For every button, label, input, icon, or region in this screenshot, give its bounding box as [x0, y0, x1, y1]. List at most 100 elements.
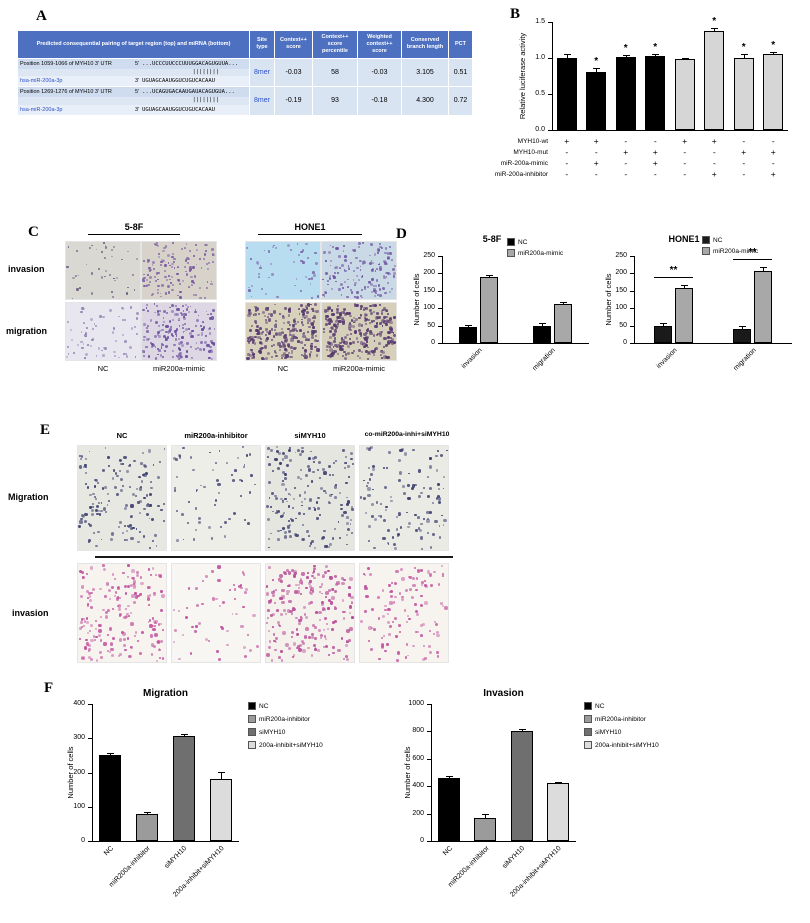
legend-item: 200a-inhibit+siMYH10: [584, 741, 659, 749]
error-bar-cap: [681, 57, 689, 59]
significance-marker: **: [748, 247, 757, 259]
row-label-migration: Migration: [8, 492, 49, 502]
error-bar-cap: [107, 752, 115, 754]
bar: [754, 270, 772, 343]
matrix-value: -: [653, 169, 657, 179]
legend-item: siMYH10: [584, 728, 659, 736]
error-bar: [714, 28, 716, 31]
y-tick-label: 200: [73, 768, 85, 776]
error-bar: [449, 775, 451, 778]
mirna-sequence: UGUAGCAAUGGUCUGUCACAAU: [142, 106, 215, 113]
error-bar-cap: [652, 54, 660, 56]
y-tick: [630, 343, 634, 344]
col-header-weighted: Weighted context++ score: [357, 30, 402, 59]
legend-item: siMYH10: [248, 728, 323, 736]
percentile-cell: 58: [312, 57, 358, 88]
significance-marker: *: [623, 43, 628, 55]
matrix-row: MYH10-mut - - + + - - + +: [512, 147, 796, 158]
context-score-cell: -0.03: [274, 57, 313, 88]
strand-5p-label: 5': [135, 60, 140, 67]
legend-label: miR200a-mimic: [713, 247, 759, 255]
condition-label: co-miR200a-inhi+siMYH10: [364, 431, 450, 438]
mirna-name-link[interactable]: hsa-miR-200a-3p: [20, 78, 63, 85]
legend-item: miR200a-inhibitor: [248, 715, 323, 723]
legend-label: 200a-inhibit+siMYH10: [259, 741, 323, 749]
pairing-bars: ||||||||: [18, 97, 249, 105]
y-tick: [88, 738, 92, 740]
bar: [675, 288, 693, 343]
bar: [546, 783, 569, 841]
pct-cell: 0.51: [448, 57, 473, 88]
y-tick-label: 1.0: [535, 54, 545, 61]
matrix-value: -: [565, 147, 569, 157]
significance-bracket: [654, 277, 693, 279]
x-tick-label: miR200a-inhibitor: [108, 845, 153, 889]
y-axis: [431, 704, 432, 841]
matrix-value: -: [683, 158, 687, 168]
x-axis: [431, 841, 576, 842]
transwell-image: [266, 446, 354, 550]
col-header-percentile: Context++ score percentile: [312, 30, 358, 59]
y-tick: [88, 806, 92, 808]
legend-label: miR200a-mimic: [518, 249, 564, 257]
legend-item: 200a-inhibit+siMYH10: [248, 741, 323, 749]
targetscan-table: Predicted consequential pairing of targe…: [17, 30, 473, 116]
y-tick: [548, 130, 552, 131]
error-bar: [110, 752, 112, 756]
y-tick-label: 100: [615, 304, 627, 312]
matrix-row: miR-200a-inhibitor - - - - - + - +: [495, 169, 796, 180]
error-bar-cap: [217, 771, 225, 773]
matrix-value: +: [711, 136, 717, 146]
matrix-value: -: [624, 158, 628, 168]
bar: [209, 779, 232, 841]
col-header-context-score: Context++ score: [274, 30, 313, 59]
y-axis-label: Number of cells: [403, 746, 412, 799]
y-tick: [88, 772, 92, 774]
bar: [763, 54, 784, 130]
error-bar-cap: [660, 323, 667, 325]
bar: [733, 58, 754, 130]
matrix-value: +: [564, 136, 570, 146]
table-row: Position 1059-1066 of MYH10 3' UTR 5' ..…: [17, 57, 473, 88]
panel-a-label: A: [36, 8, 47, 24]
y-tick-label: 300: [73, 734, 85, 742]
col-header-pct: PCT: [448, 30, 473, 59]
chart-title: 5-8F: [482, 234, 502, 244]
mirna-name-link[interactable]: hsa-miR-200a-3p: [20, 106, 63, 113]
error-bar-cap: [760, 267, 767, 269]
error-bar-cap: [559, 302, 567, 304]
bar: [172, 735, 195, 841]
matrix-value: -: [742, 136, 746, 146]
panel-c-label: C: [28, 224, 39, 240]
bar-chart-invasion: Invasion 0 200 400 600 800 1000 Number of cell…: [395, 688, 582, 904]
legend-swatch: [248, 741, 256, 749]
legend-item: miR200a-mimic: [507, 249, 563, 257]
condition-label: miR200a-mimic: [152, 364, 206, 373]
matrix-value: -: [594, 169, 598, 179]
y-axis-label: Number of cells: [412, 273, 421, 326]
panel-b-label: B: [510, 6, 521, 22]
site-type-cell: 8mer: [249, 86, 275, 116]
bar: [438, 777, 461, 841]
matrix-value: -: [742, 158, 746, 168]
error-bar-cap: [563, 53, 571, 55]
col-header-branch-length: Conserved branch length: [401, 30, 449, 59]
matrix-value: +: [652, 158, 658, 168]
legend-swatch: [507, 249, 515, 257]
condition-label: NC: [97, 364, 109, 373]
significance-marker: *: [771, 39, 776, 51]
table-header-row: Predicted consequential pairing of targe…: [17, 30, 473, 59]
y-axis-label: Relative luciferase activity: [518, 32, 527, 120]
y-tick: [427, 704, 431, 705]
error-bar-cap: [740, 53, 748, 55]
transwell-image: [66, 242, 140, 299]
matrix-value: -: [712, 147, 716, 157]
bar: [645, 55, 666, 130]
x-axis: [634, 343, 792, 344]
y-tick: [438, 273, 442, 275]
y-tick-label: 150: [423, 286, 435, 294]
pct-cell: 0.72: [448, 86, 473, 116]
y-tick: [427, 758, 431, 760]
weighted-score-cell: -0.03: [357, 57, 402, 88]
legend-swatch: [702, 236, 710, 244]
